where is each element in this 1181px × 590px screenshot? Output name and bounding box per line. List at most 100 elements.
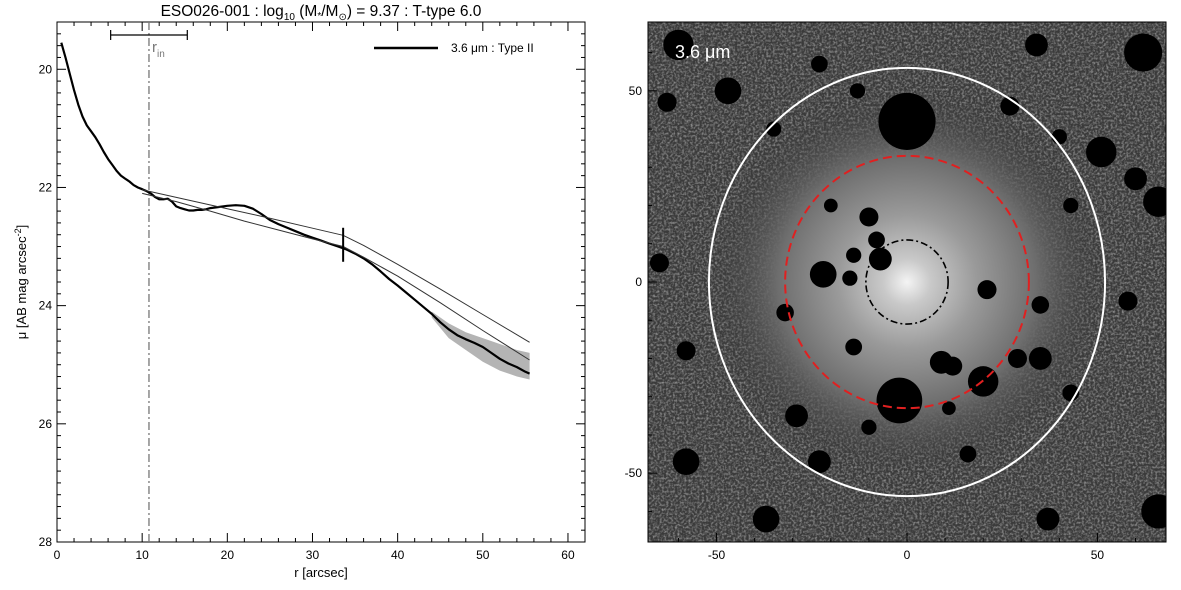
title-log-base: 10 <box>284 12 296 23</box>
title-suffix: ) = 9.37 : T-type 6.0 <box>347 3 482 20</box>
masked-source <box>1143 186 1166 217</box>
r-in-label-sub: in <box>157 49 165 60</box>
masked-source <box>859 207 879 227</box>
x-tick-label: 10 <box>135 548 149 562</box>
y-tick-labels: 20 22 24 26 28 <box>39 62 53 549</box>
fit-line <box>142 192 530 361</box>
masked-source <box>876 377 923 424</box>
image-y-tick-label: -50 <box>625 466 643 480</box>
r-in-label-r: r <box>152 39 157 56</box>
masked-source <box>1051 129 1067 145</box>
title-sun-div: /M <box>321 3 338 20</box>
plot-frame <box>56 21 586 543</box>
x-axis-label: r [arcsec] <box>294 565 347 580</box>
r-in-bracket <box>110 30 188 40</box>
masked-source <box>861 419 877 435</box>
masked-source <box>1063 197 1079 214</box>
masked-source <box>1025 33 1048 57</box>
image-x-tick-label: 50 <box>1091 548 1105 562</box>
legend-label: 3.6 μm : Type II <box>451 41 534 55</box>
isophote-ellipses <box>707 66 1107 498</box>
masked-source <box>842 270 858 286</box>
masked-source <box>878 92 936 150</box>
masked-source <box>943 356 963 376</box>
masked-source <box>1118 291 1138 311</box>
x-tick-labels: 0 10 20 30 40 50 60 <box>54 548 575 562</box>
masked-source <box>657 92 677 112</box>
masked-source <box>766 121 782 137</box>
image-x-tick-label: 0 <box>904 548 911 562</box>
masked-source <box>1141 494 1166 529</box>
y-axis-label-close: ] <box>14 225 29 229</box>
masked-source <box>1086 136 1117 168</box>
galaxy-glow <box>708 90 1106 474</box>
x-tick-label: 20 <box>221 548 235 562</box>
profile-chart: ESO026-001 : log10 (M*/M⊙) = 9.37 : T-ty… <box>13 3 586 580</box>
y-axis-label: μ [AB mag arcsec-2] <box>13 225 29 340</box>
masked-source <box>845 338 863 356</box>
y-tick-label: 28 <box>39 535 53 549</box>
masked-source <box>849 83 866 99</box>
outer-ellipse <box>707 66 1107 498</box>
masked-source <box>663 29 694 61</box>
masked-source <box>1028 347 1052 370</box>
disk-ellipse <box>784 154 1030 410</box>
masked-source <box>752 505 780 533</box>
image-tick-marks <box>648 52 1137 542</box>
masked-source <box>977 280 997 300</box>
masked-source <box>1124 33 1163 72</box>
masked-source <box>823 198 838 213</box>
legend: 3.6 μm : Type II <box>374 41 534 55</box>
y-tick-label: 20 <box>39 62 53 76</box>
title-prefix: ESO026-001 : log <box>161 3 284 20</box>
image-panel: -50 0 50 -50 0 50 3.6 μm <box>625 21 1167 562</box>
plot-area <box>60 22 531 542</box>
image-y-tick-label: 0 <box>635 275 642 289</box>
title-star-sub: * <box>317 11 321 22</box>
masked-source <box>868 231 885 249</box>
x-tick-label: 0 <box>54 548 61 562</box>
series-group <box>60 42 531 375</box>
title-sun-sub: ⊙ <box>338 12 346 23</box>
masked-source <box>714 77 742 105</box>
band-label: 3.6 μm <box>675 42 730 62</box>
y-tick-label: 22 <box>39 180 53 194</box>
masked-source <box>959 445 977 463</box>
chart-title: ESO026-001 : log10 (M*/M⊙) = 9.37 : T-ty… <box>161 3 482 23</box>
masked-source <box>649 253 669 273</box>
masked-source <box>1031 296 1050 314</box>
masked-source <box>672 448 700 476</box>
x-tick-label: 50 <box>476 548 490 562</box>
tick-marks <box>56 21 586 543</box>
masked-source <box>1124 167 1147 191</box>
profile-line <box>60 42 531 375</box>
image-y-tick-label: 50 <box>629 84 643 98</box>
inner-ellipse <box>865 239 949 325</box>
masked-source <box>846 247 862 263</box>
masked-source <box>807 450 831 474</box>
masked-source <box>1007 348 1027 368</box>
r-in-label: rin <box>152 39 165 60</box>
y-axis-label-exp: -2 <box>13 228 23 236</box>
image-x-tick-labels: -50 0 50 <box>708 548 1105 562</box>
masked-source <box>809 261 837 288</box>
title-mass-ratio: (M <box>295 3 317 20</box>
masked-source <box>868 247 892 271</box>
y-axis-label-main: μ [AB mag arcsec <box>14 236 29 339</box>
masked-source <box>1036 507 1060 531</box>
x-tick-label: 30 <box>306 548 320 562</box>
masked-source <box>676 341 696 361</box>
x-tick-label: 40 <box>391 548 405 562</box>
image-area <box>648 22 1166 542</box>
image-y-tick-labels: -50 0 50 <box>625 84 643 480</box>
image-x-tick-label: -50 <box>708 548 726 562</box>
y-tick-label: 26 <box>39 417 53 431</box>
masked-source <box>785 404 808 428</box>
masked-source <box>942 401 956 416</box>
fit-line <box>142 189 530 343</box>
x-tick-label: 60 <box>561 548 575 562</box>
y-tick-label: 24 <box>39 299 53 313</box>
masked-source <box>811 55 828 73</box>
masked-sources <box>649 29 1166 533</box>
